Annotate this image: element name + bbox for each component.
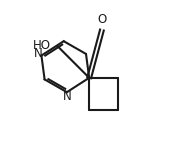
Text: O: O [97, 13, 106, 26]
Text: N: N [33, 47, 42, 60]
Text: N: N [63, 90, 72, 103]
Text: HO: HO [33, 40, 51, 52]
